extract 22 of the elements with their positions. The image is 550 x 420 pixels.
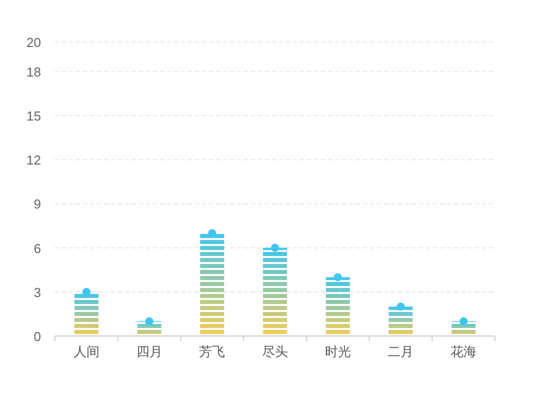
x-tick-label: 花海 (450, 344, 477, 359)
x-tick-label: 四月 (136, 344, 162, 359)
bar (263, 248, 287, 336)
y-tick-label: 3 (34, 284, 41, 300)
y-tick-label: 15 (26, 108, 41, 124)
y-tick-label: 18 (26, 64, 41, 80)
y-tick-label: 12 (26, 152, 41, 168)
y-tick-label: 0 (34, 329, 41, 344)
bar (452, 321, 476, 336)
x-tick-label: 时光 (324, 344, 351, 359)
bar (200, 233, 224, 336)
y-tick-label: 20 (26, 35, 41, 50)
bar (388, 306, 413, 336)
x-tick-label: 尽头 (262, 344, 288, 359)
x-tick-label: 芳飞 (199, 344, 226, 359)
bar (326, 277, 350, 336)
bar (137, 321, 162, 336)
y-tick-label: 6 (34, 240, 41, 256)
bar (74, 292, 98, 336)
x-tick-label: 二月 (388, 344, 414, 359)
y-tick-label: 9 (34, 196, 41, 212)
x-tick-label: 人间 (73, 344, 100, 359)
